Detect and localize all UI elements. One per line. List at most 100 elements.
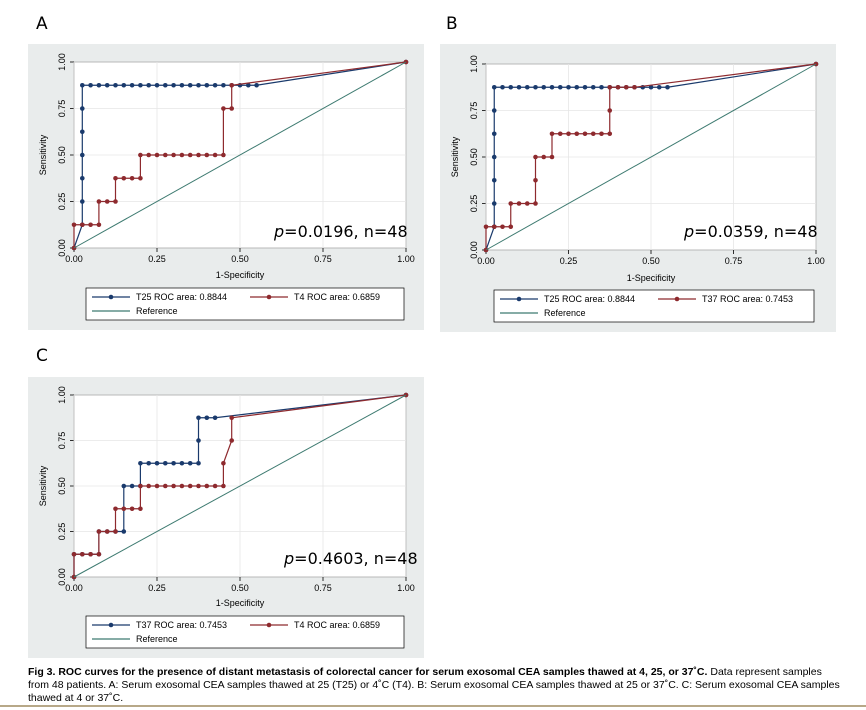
data-point [80,152,85,158]
data-point [187,152,193,158]
x-tick-label: 0.00 [477,256,495,266]
data-point [163,460,168,466]
data-point [113,529,118,534]
data-point [80,129,85,135]
data-point [229,438,234,443]
data-point [254,82,259,88]
data-point [179,483,185,489]
x-tick-label: 0.75 [725,256,743,266]
data-point [204,483,210,489]
data-point [96,529,102,534]
data-point [607,131,613,137]
legend-label: T25 ROC area: 0.8844 [136,292,227,302]
data-point [549,154,555,160]
data-point [221,460,226,466]
y-axis-label: Sensitivity [38,465,48,506]
data-point [80,175,85,181]
data-point [599,84,604,90]
data-point [196,438,201,443]
data-point [574,84,580,90]
y-tick-label: 0.00 [469,241,479,259]
data-point [491,108,497,113]
data-point [187,460,193,466]
data-point [212,82,218,88]
data-point [533,154,538,160]
legend-marker [108,622,114,628]
data-point [524,84,530,90]
data-point [212,152,218,158]
data-point [590,131,596,137]
y-tick-label: 0.50 [57,477,67,495]
data-point [96,199,102,204]
legend-label: T4 ROC area: 0.6859 [294,620,380,630]
x-axis-label: 1-Specificity [216,270,265,280]
legend-label: T37 ROC area: 0.7453 [136,620,227,630]
data-point [483,224,489,230]
x-axis-label: 1-Specificity [216,598,265,608]
p-value-text: =0.0196, n=48 [284,222,407,241]
y-tick-label: 0.00 [57,568,67,586]
legend-label: T25 ROC area: 0.8844 [544,294,635,304]
data-point [508,84,514,90]
data-point [113,82,118,88]
data-point [607,108,613,113]
y-tick-label: 0.75 [57,432,67,450]
data-point [80,199,85,204]
data-point [88,82,93,88]
data-point [96,551,102,557]
data-point [138,152,143,158]
data-point [154,82,160,88]
y-tick-label: 1.00 [57,53,67,71]
data-point [171,82,176,88]
data-point [129,82,135,88]
legend-marker [266,294,272,300]
data-point [113,175,118,181]
legend-marker [516,296,522,302]
x-tick-label: 0.50 [231,583,249,593]
data-point [533,84,538,90]
data-point [138,82,143,88]
data-point [221,483,226,489]
data-point [121,82,127,88]
data-point [88,222,93,228]
p-value-annotation: p=0.0359, n=48 [683,222,818,241]
data-point [607,84,613,90]
data-point [196,460,201,466]
data-point [533,201,538,206]
data-point [212,483,218,489]
p-symbol: p [683,222,694,241]
y-axis-label: Sensitivity [450,136,460,177]
data-point [104,82,110,88]
y-tick-label: 0.75 [57,100,67,118]
reference-line [73,394,407,578]
y-tick-label: 0.25 [57,523,67,541]
legend-label: T4 ROC area: 0.6859 [294,292,380,302]
data-point [516,201,522,206]
legend-label: Reference [136,634,178,644]
x-tick-label: 0.50 [642,256,660,266]
data-point [187,483,193,489]
roc-chart-panel-c: 0.00 0.25 0.50 0.75 1.00 0.00 0.25 0.50 0.75 1.00… [28,377,424,658]
data-point [566,131,571,137]
data-point [146,82,151,88]
data-point [129,506,135,512]
x-axis-label: 1-Specificity [627,273,676,283]
page-divider [0,705,866,707]
data-point [508,201,514,206]
data-point [146,152,151,158]
data-point [221,152,226,158]
data-point [154,483,160,489]
data-point [204,152,210,158]
data-point [196,152,201,158]
data-point [138,483,143,489]
roc-chart-panel-a: 0.00 0.25 0.50 0.75 1.00 0.00 0.25 0.50 0.75 1.00… [28,44,424,330]
data-point [582,131,588,137]
x-tick-label: 0.50 [231,254,249,264]
data-point [524,201,530,206]
data-point [656,84,662,90]
data-point [171,460,176,466]
data-point [557,131,563,137]
roc-chart-panel-b: 0.00 0.25 0.50 0.75 1.00 0.00 0.25 0.50 0.75 1.00… [440,44,836,332]
x-tick-label: 0.00 [65,254,83,264]
data-point [491,154,497,160]
